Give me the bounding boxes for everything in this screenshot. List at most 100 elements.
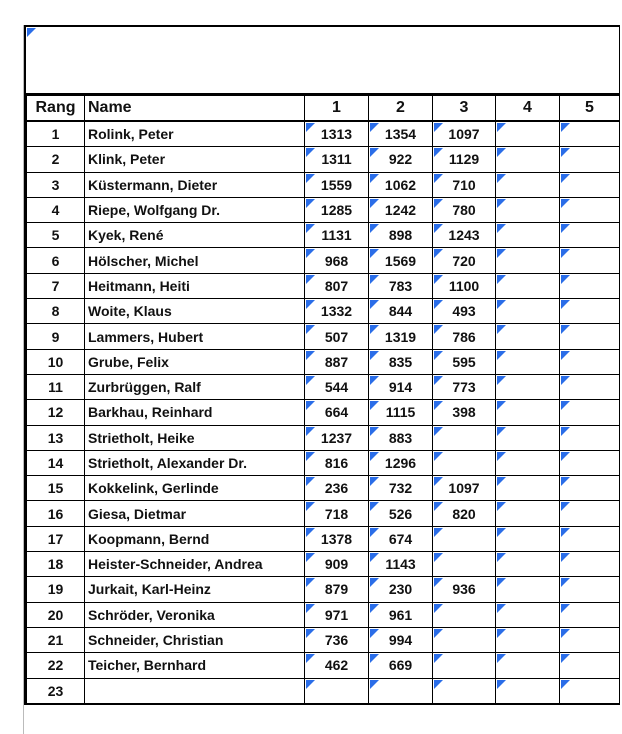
score-cell-round-4[interactable] [495,601,560,628]
score-cell-round-2[interactable]: 1242 [368,196,433,224]
score-cell-round-5[interactable] [559,626,620,654]
name-cell[interactable]: Zurbrüggen, Ralf [84,373,305,401]
comment-marker-icon[interactable] [306,477,315,487]
comment-marker-icon[interactable] [434,249,443,259]
score-cell-round-5[interactable] [559,247,620,274]
name-cell[interactable]: Klink, Peter [84,146,305,173]
score-cell-round-4[interactable] [495,298,560,325]
rank-cell[interactable]: 9 [26,323,85,350]
comment-marker-icon[interactable] [434,654,443,664]
score-cell-round-1[interactable]: 909 [304,551,369,578]
name-cell[interactable]: Riepe, Wolfgang Dr. [84,196,305,224]
comment-marker-icon[interactable] [561,224,570,234]
comment-marker-icon[interactable] [370,578,379,588]
score-cell-round-3[interactable]: 773 [432,373,496,401]
score-cell-round-3[interactable] [432,424,496,451]
name-cell[interactable]: Heister-Schneider, Andrea [84,551,305,578]
score-cell-round-1[interactable]: 807 [304,272,369,300]
comment-marker-icon[interactable] [306,401,315,411]
score-cell-round-2[interactable]: 1296 [368,449,433,477]
score-cell-round-3[interactable] [432,652,496,679]
comment-marker-icon[interactable] [561,553,570,563]
comment-marker-icon[interactable] [561,198,570,208]
comment-marker-icon[interactable] [306,173,315,183]
rank-cell[interactable]: 3 [26,171,85,198]
score-cell-round-5[interactable] [559,146,620,173]
score-cell-round-3[interactable] [432,551,496,578]
score-cell-round-1[interactable]: 507 [304,323,369,350]
comment-marker-icon[interactable] [370,502,379,512]
score-cell-round-3[interactable]: 1243 [432,222,496,249]
score-cell-round-5[interactable] [559,323,620,350]
name-cell[interactable]: Barkhau, Reinhard [84,399,305,426]
comment-marker-icon[interactable] [497,477,506,487]
name-cell[interactable] [84,677,305,705]
name-cell[interactable]: Kokkelink, Gerlinde [84,475,305,502]
comment-marker-icon[interactable] [370,249,379,259]
name-cell[interactable]: Rolink, Peter [84,120,305,148]
score-cell-round-2[interactable]: 1569 [368,247,433,274]
comment-marker-icon[interactable] [370,527,379,537]
comment-marker-icon[interactable] [497,628,506,638]
comment-marker-icon[interactable] [497,249,506,259]
rank-cell[interactable]: 10 [26,348,85,375]
score-cell-round-2[interactable]: 732 [368,475,433,502]
comment-marker-icon[interactable] [434,603,443,613]
comment-marker-icon[interactable] [561,679,570,689]
score-cell-round-1[interactable]: 1332 [304,298,369,325]
comment-marker-icon[interactable] [306,603,315,613]
score-cell-round-3[interactable]: 1129 [432,146,496,173]
score-cell-round-4[interactable] [495,449,560,477]
comment-marker-icon[interactable] [497,426,506,436]
comment-marker-icon[interactable] [306,249,315,259]
comment-marker-icon[interactable] [370,224,379,234]
score-cell-round-3[interactable]: 493 [432,298,496,325]
comment-marker-icon[interactable] [561,401,570,411]
score-cell-round-5[interactable] [559,449,620,477]
comment-marker-icon[interactable] [306,553,315,563]
score-cell-round-1[interactable]: 816 [304,449,369,477]
comment-marker-icon[interactable] [497,300,506,310]
comment-marker-icon[interactable] [434,300,443,310]
name-cell[interactable]: Woite, Klaus [84,298,305,325]
score-cell-round-2[interactable]: 961 [368,601,433,628]
rank-cell[interactable]: 16 [26,500,85,527]
score-cell-round-3[interactable]: 786 [432,323,496,350]
score-cell-round-3[interactable]: 710 [432,171,496,198]
rank-cell[interactable]: 4 [26,196,85,224]
score-cell-round-5[interactable] [559,551,620,578]
score-cell-round-2[interactable]: 844 [368,298,433,325]
score-cell-round-3[interactable] [432,677,496,705]
score-cell-round-4[interactable] [495,424,560,451]
rank-cell[interactable]: 17 [26,525,85,553]
comment-marker-icon[interactable] [370,198,379,208]
comment-marker-icon[interactable] [497,527,506,537]
comment-marker-icon[interactable] [370,173,379,183]
score-cell-round-5[interactable] [559,196,620,224]
comment-marker-icon[interactable] [306,578,315,588]
comment-marker-icon[interactable] [370,123,379,132]
score-cell-round-4[interactable] [495,222,560,249]
comment-marker-icon[interactable] [561,148,570,158]
comment-marker-icon[interactable] [370,350,379,360]
comment-marker-icon[interactable] [561,477,570,487]
comment-marker-icon[interactable] [370,603,379,613]
comment-marker-icon[interactable] [306,325,315,335]
score-cell-round-4[interactable] [495,652,560,679]
score-cell-round-5[interactable] [559,272,620,300]
score-cell-round-1[interactable]: 968 [304,247,369,274]
comment-marker-icon[interactable] [370,148,379,158]
score-cell-round-2[interactable]: 526 [368,500,433,527]
comment-marker-icon[interactable] [370,401,379,411]
comment-marker-icon[interactable] [561,123,570,132]
comment-marker-icon[interactable] [306,148,315,158]
score-cell-round-4[interactable] [495,551,560,578]
score-cell-round-4[interactable] [495,120,560,148]
comment-marker-icon[interactable] [306,502,315,512]
comment-marker-icon[interactable] [434,477,443,487]
score-cell-round-4[interactable] [495,348,560,375]
comment-marker-icon[interactable] [561,628,570,638]
comment-marker-icon[interactable] [306,300,315,310]
title-cell[interactable] [26,27,620,95]
comment-marker-icon[interactable] [370,553,379,563]
